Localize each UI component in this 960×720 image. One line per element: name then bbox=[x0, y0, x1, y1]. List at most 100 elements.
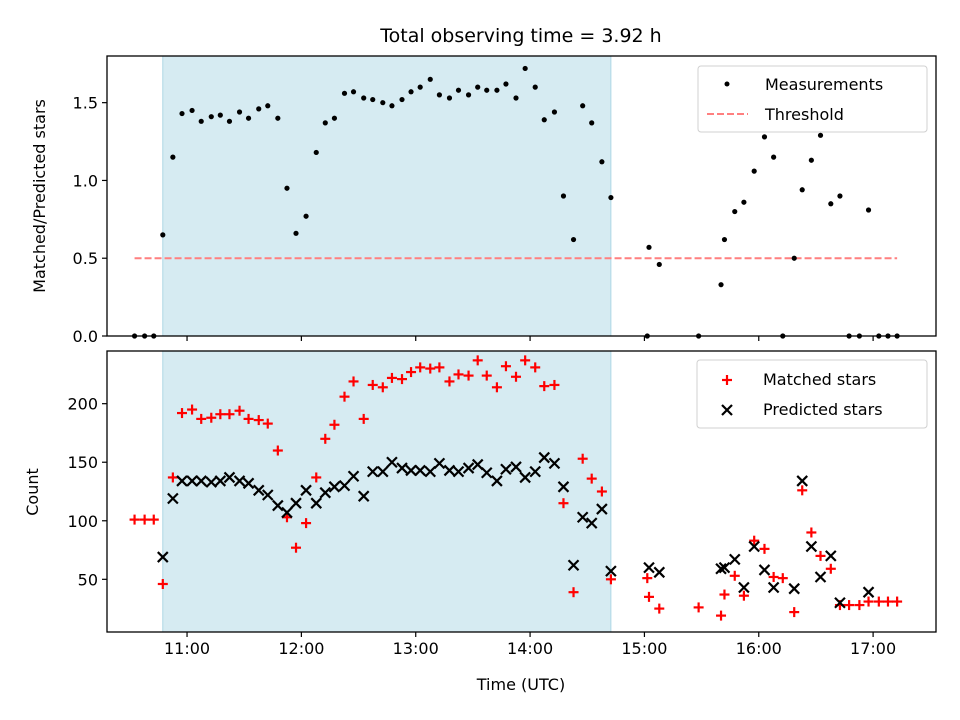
legend-measurements-label: Measurements bbox=[765, 75, 883, 94]
matched-stars-point bbox=[654, 603, 665, 614]
measurement-point bbox=[361, 95, 367, 101]
measurement-point bbox=[721, 236, 728, 243]
predicted-stars-point bbox=[576, 511, 589, 524]
legend-threshold-label: Threshold bbox=[764, 105, 844, 124]
x-b bbox=[452, 465, 465, 478]
measurement-point bbox=[208, 114, 214, 120]
matched-stars-point bbox=[377, 382, 388, 393]
matched-stars-point bbox=[882, 596, 893, 607]
matched-stars-point bbox=[759, 543, 770, 554]
x-b bbox=[767, 581, 780, 594]
predicted-stars-point bbox=[157, 551, 169, 563]
matched-stars-point bbox=[129, 514, 140, 525]
x-b bbox=[715, 562, 727, 575]
measurement-point bbox=[513, 95, 519, 101]
measurement-point bbox=[494, 87, 500, 93]
measurement-point bbox=[427, 76, 433, 82]
x-b bbox=[357, 490, 370, 502]
predicted-stars-point bbox=[862, 586, 875, 598]
x-b bbox=[805, 540, 818, 553]
x-b bbox=[261, 489, 274, 501]
matched-stars-point bbox=[339, 391, 350, 402]
matched-stars-point bbox=[777, 573, 788, 584]
predicted-stars-point bbox=[366, 465, 379, 478]
matched-stars-point bbox=[397, 374, 408, 385]
matched-stars-point bbox=[892, 596, 903, 607]
measurement-point bbox=[446, 95, 453, 101]
count-panel: 11:00 12:00 13:00 14:00 15:00 16:00 17:00 50 10… bbox=[23, 350, 937, 694]
observing-span bbox=[162, 350, 612, 633]
measurement-point bbox=[599, 159, 605, 165]
y-tick-label: 50 bbox=[78, 570, 98, 589]
x-b bbox=[272, 499, 284, 512]
legend-predicted-marker bbox=[721, 404, 733, 416]
top-y-axis-label: Matched/Predicted stars bbox=[30, 99, 49, 293]
matched-stars-point bbox=[386, 372, 397, 383]
matched-stars-point bbox=[167, 472, 178, 483]
matched-stars-point bbox=[558, 498, 569, 509]
predicted-stars-point bbox=[557, 481, 570, 493]
x-b bbox=[167, 492, 179, 505]
matched-stars-point bbox=[863, 596, 874, 607]
x-b bbox=[233, 475, 246, 487]
bottom-legend: Matched stars Predicted stars bbox=[696, 359, 928, 429]
x-b bbox=[205, 476, 218, 488]
measurement-point bbox=[455, 87, 462, 93]
matched-stars-point bbox=[549, 379, 560, 390]
bottom-legend-box bbox=[696, 359, 928, 429]
predicted-stars-point bbox=[585, 517, 598, 529]
measurement-point bbox=[532, 84, 538, 90]
predicted-stars-point bbox=[605, 565, 617, 577]
measurement-point bbox=[761, 134, 768, 140]
measurement-point bbox=[551, 109, 558, 115]
x-b bbox=[414, 464, 426, 477]
matched-stars-point bbox=[716, 610, 727, 621]
measurement-point bbox=[484, 87, 490, 93]
x-b bbox=[738, 581, 750, 594]
measurement-point bbox=[350, 89, 357, 95]
measurement-point bbox=[265, 103, 271, 109]
predicted-stars-point bbox=[529, 465, 541, 478]
measurement-point bbox=[741, 199, 747, 205]
matched-stars-point bbox=[472, 355, 483, 366]
predicted-stars-point bbox=[728, 553, 741, 566]
matched-stars-point bbox=[491, 382, 502, 393]
matched-stars-point bbox=[139, 514, 150, 525]
x-tick-label: 15:00 bbox=[621, 639, 667, 658]
measurement-point bbox=[732, 208, 738, 215]
x-tick-label: 13:00 bbox=[393, 639, 439, 658]
matched-stars-point bbox=[729, 570, 740, 581]
x-b bbox=[834, 596, 846, 609]
predicted-stars-point bbox=[788, 582, 800, 595]
x-b bbox=[796, 475, 808, 487]
predicted-stars-point bbox=[796, 475, 808, 487]
x-b bbox=[319, 486, 332, 499]
measurement-point bbox=[389, 103, 395, 109]
matched-stars-point bbox=[272, 445, 283, 456]
measurement-point bbox=[560, 193, 567, 199]
predicted-stars-point bbox=[510, 461, 522, 473]
predicted-stars-point bbox=[825, 550, 837, 562]
x-b bbox=[643, 561, 655, 574]
predicted-stars-point bbox=[223, 471, 236, 484]
x-b bbox=[491, 475, 503, 487]
measurement-point bbox=[160, 232, 166, 238]
matched-stars-point bbox=[568, 587, 579, 598]
matched-stars-point bbox=[738, 590, 749, 601]
measurement-point bbox=[226, 118, 233, 124]
top-axes-frame bbox=[106, 55, 937, 337]
measurement-point bbox=[541, 117, 547, 123]
x-b bbox=[510, 461, 522, 473]
predicted-stars-point bbox=[338, 479, 351, 492]
matched-stars-point bbox=[243, 413, 254, 424]
bottom-axes-frame bbox=[106, 350, 937, 633]
measurement-point bbox=[303, 213, 309, 219]
matched-stars-point bbox=[481, 370, 492, 381]
matched-stars-point bbox=[463, 370, 474, 381]
matched-stars-point bbox=[596, 486, 607, 497]
y-tick-label: 0.5 bbox=[73, 249, 98, 268]
ratio-panel: Total observing time = 3.92 h 0.0 0.5 1.0 1… bbox=[30, 25, 937, 346]
x-b bbox=[433, 457, 446, 470]
measurement-point bbox=[570, 236, 577, 243]
matched-stars-point bbox=[825, 563, 836, 574]
